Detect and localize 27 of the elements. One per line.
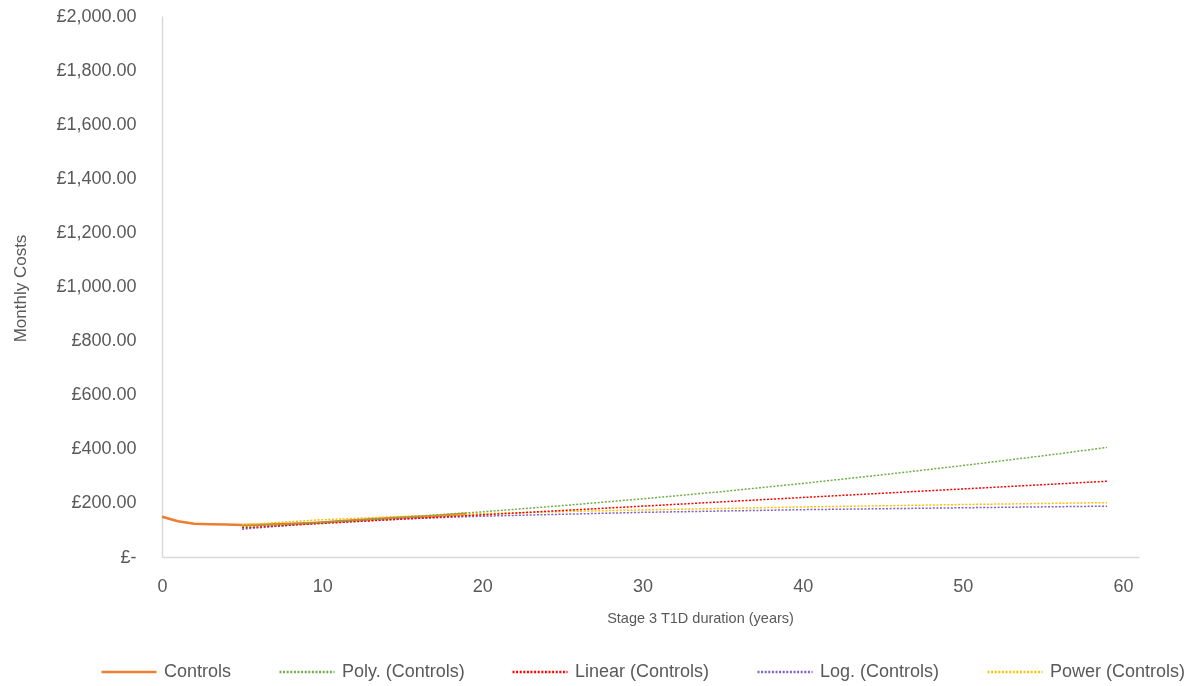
y-tick-label: £400.00 — [71, 438, 137, 459]
x-tick-label: 50 — [953, 575, 974, 596]
x-tick-label: 10 — [312, 575, 333, 596]
legend-label: Log. (Controls) — [820, 661, 940, 681]
y-axis-title: Monthly Costs — [10, 234, 30, 343]
y-tick-label: £1,200.00 — [56, 221, 137, 242]
x-tick-label: 30 — [632, 575, 654, 596]
x-tick-label: 60 — [1113, 575, 1134, 596]
y-tick-label: £- — [120, 546, 137, 567]
x-axis-title: Stage 3 T1D duration (years) — [607, 609, 794, 626]
line-series — [241, 480, 1108, 529]
y-tick-label: £1,000.00 — [56, 276, 137, 296]
line-series — [241, 446, 1108, 528]
legend-label: Poly. (Controls) — [342, 661, 465, 681]
y-tick-label: £200.00 — [71, 492, 137, 513]
y-tick-label: £800.00 — [71, 330, 137, 351]
legend-label: Linear (Controls) — [575, 661, 710, 681]
x-tick-label: 0 — [157, 575, 168, 596]
x-tick-label: 40 — [793, 575, 814, 596]
x-tick-label: 20 — [472, 575, 493, 596]
y-tick-label: £1,400.00 — [56, 167, 137, 188]
legend-label: Controls — [164, 661, 232, 681]
y-tick-label: £1,600.00 — [56, 113, 137, 134]
y-tick-label: £600.00 — [71, 384, 137, 405]
y-tick-label: £1,800.00 — [56, 59, 137, 80]
legend-label: Power (Controls) — [1050, 661, 1186, 681]
y-tick-label: £2,000.00 — [56, 5, 137, 26]
